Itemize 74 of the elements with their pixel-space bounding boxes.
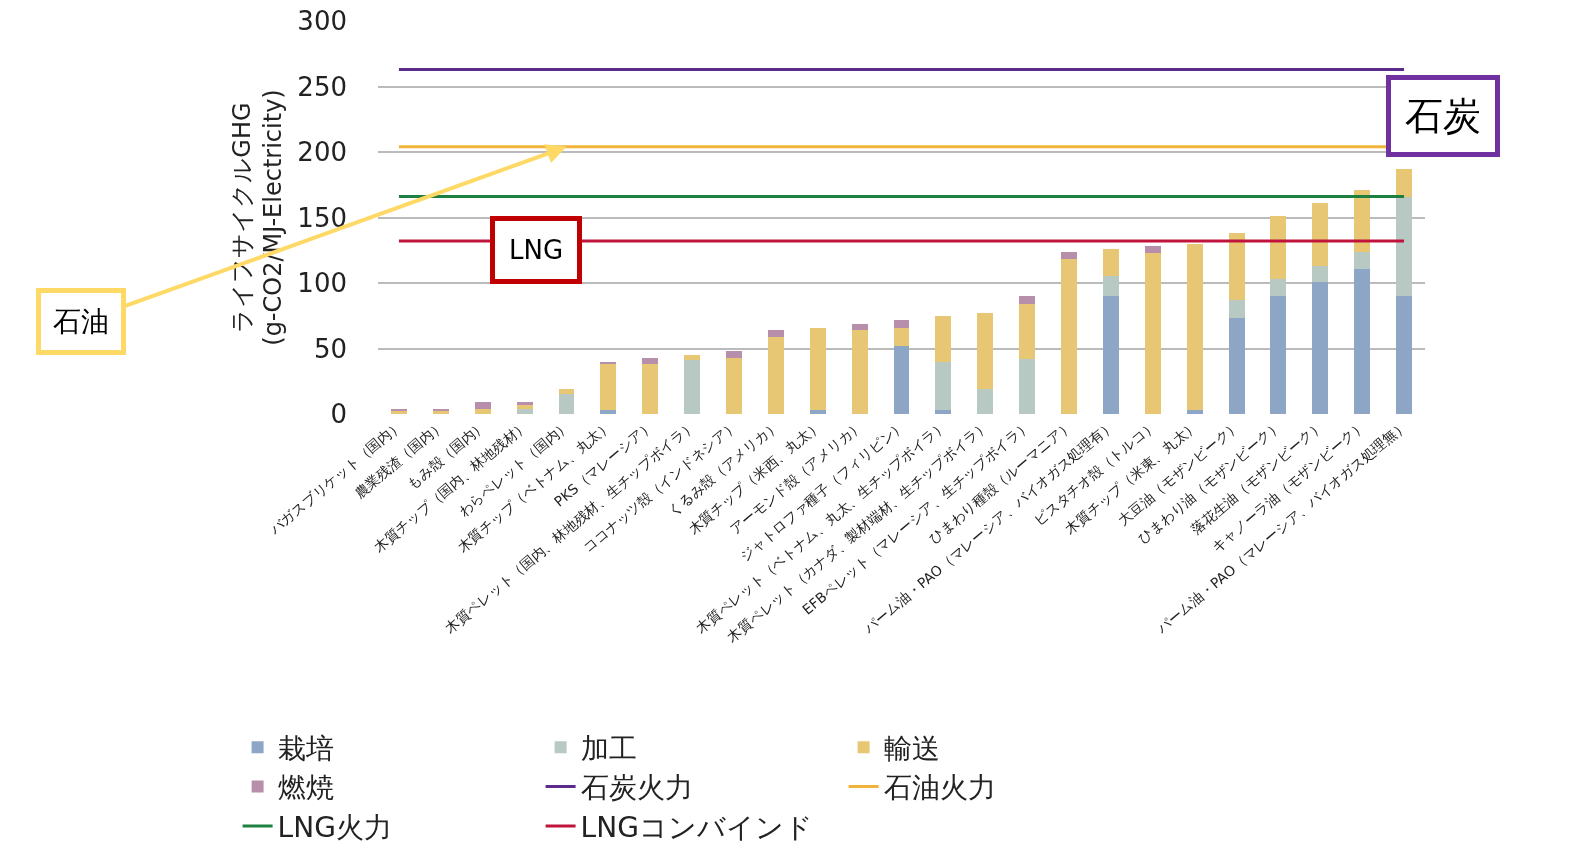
bar [726, 351, 742, 358]
bar [1396, 169, 1413, 197]
bar [684, 360, 701, 414]
bar [851, 323, 868, 331]
annotation: 石炭 [1405, 94, 1481, 138]
bar [977, 313, 994, 390]
legend-label: 石油火力 [883, 771, 996, 805]
bar [851, 330, 868, 414]
bar [516, 408, 533, 414]
bar [1019, 358, 1036, 414]
bar [1270, 296, 1287, 414]
bar [1354, 251, 1371, 269]
bar [1354, 189, 1371, 252]
bar [893, 327, 910, 346]
bar [893, 319, 910, 328]
bar [516, 404, 533, 409]
bar [1312, 203, 1329, 266]
bar [1312, 281, 1329, 414]
bar [977, 389, 994, 414]
legend-label: 輸送 [883, 732, 940, 766]
bar [1228, 300, 1245, 319]
bar [809, 327, 826, 411]
bar [558, 394, 575, 414]
bar [558, 389, 575, 395]
bar [935, 315, 952, 362]
y-tick-label: 100 [297, 268, 347, 299]
bar [642, 364, 659, 414]
bar [1228, 318, 1245, 414]
bar [1019, 303, 1036, 359]
y-tick-label: 0 [330, 399, 347, 430]
bar [1144, 246, 1161, 253]
annotation: 石油 [53, 305, 109, 338]
legend-label: LNG火力 [277, 810, 392, 844]
annotation: LNG [509, 235, 564, 265]
y-tick-label: 150 [297, 202, 347, 233]
y-tick-label: 300 [297, 6, 347, 37]
bar [1396, 296, 1413, 414]
bar [474, 402, 491, 409]
bar [516, 402, 533, 405]
bar [1270, 279, 1287, 297]
bar [1061, 251, 1077, 260]
bar [767, 330, 784, 337]
bar [684, 355, 701, 361]
y-tick-label: 200 [297, 137, 347, 168]
bar [1061, 259, 1077, 414]
legend-label: 石炭火力 [580, 771, 693, 805]
y-tick-label: 50 [313, 333, 347, 364]
legend-label: 燃焼 [277, 771, 334, 805]
bar [474, 408, 491, 414]
bar [726, 357, 742, 414]
bar [1354, 268, 1371, 414]
legend-label: 加工 [580, 732, 637, 766]
bar [935, 361, 952, 411]
legend-label: 栽培 [277, 732, 334, 766]
bar [1102, 248, 1119, 277]
bar [1019, 296, 1036, 304]
y-tick-label: 250 [297, 71, 347, 102]
legend-label: LNGコンバインド [580, 810, 813, 844]
bar [1144, 252, 1161, 414]
bar [1270, 216, 1287, 280]
bar [1396, 196, 1413, 297]
bar [642, 357, 659, 365]
bar [600, 410, 617, 414]
bar [893, 345, 910, 414]
bar [1186, 410, 1203, 414]
bar [1312, 265, 1329, 282]
bar [1102, 276, 1119, 297]
bar [809, 410, 826, 414]
bar [1228, 233, 1245, 301]
bar [1186, 243, 1203, 411]
bar [1102, 296, 1119, 414]
bar [600, 364, 617, 411]
bar [767, 336, 784, 414]
bar [935, 410, 952, 414]
